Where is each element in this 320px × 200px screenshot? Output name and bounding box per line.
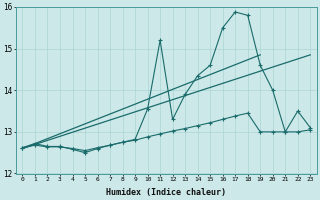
- X-axis label: Humidex (Indice chaleur): Humidex (Indice chaleur): [106, 188, 226, 197]
